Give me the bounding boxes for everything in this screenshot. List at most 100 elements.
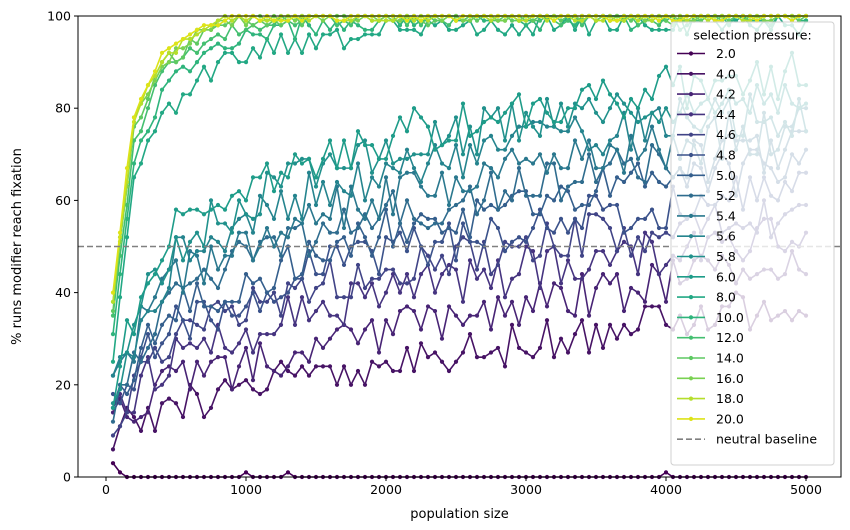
- y-axis-title: % runs modifier reach fixation: [10, 148, 25, 345]
- data-point: [516, 138, 522, 143]
- data-point: [299, 350, 305, 355]
- data-point: [593, 285, 599, 291]
- data-point: [201, 414, 207, 420]
- data-point: [194, 230, 200, 235]
- data-point: [467, 239, 473, 244]
- data-point: [320, 364, 326, 369]
- data-point: [355, 129, 361, 134]
- data-point: [537, 193, 543, 198]
- data-point: [635, 327, 641, 332]
- data-point: [523, 295, 529, 300]
- data-point: [264, 225, 270, 231]
- data-point: [152, 308, 158, 314]
- data-point: [348, 295, 354, 300]
- data-point: [243, 378, 249, 383]
- data-point: [257, 299, 263, 304]
- data-point: [313, 336, 319, 341]
- data-point: [152, 428, 158, 433]
- data-point: [488, 18, 494, 23]
- data-point: [187, 249, 193, 254]
- legend-label: 5.6: [716, 229, 736, 244]
- data-point: [425, 193, 431, 198]
- data-point: [656, 304, 662, 309]
- data-point: [558, 281, 564, 286]
- data-point: [418, 341, 424, 346]
- data-point: [432, 350, 438, 355]
- data-point: [656, 225, 662, 231]
- x-axis-title: population size: [410, 507, 509, 522]
- data-point: [243, 27, 249, 32]
- y-tick-label: 60: [55, 193, 71, 208]
- data-point: [264, 36, 270, 42]
- data-point: [285, 50, 291, 55]
- data-point: [460, 23, 466, 28]
- data-point: [348, 166, 354, 171]
- data-point: [390, 18, 396, 23]
- data-point: [166, 50, 172, 55]
- data-point: [299, 23, 305, 28]
- data-point: [110, 313, 116, 318]
- data-point: [663, 225, 669, 231]
- data-point: [467, 313, 473, 318]
- data-point: [551, 161, 557, 166]
- data-point: [516, 32, 522, 37]
- data-point: [299, 276, 305, 281]
- data-point: [600, 78, 606, 83]
- data-point: [383, 318, 389, 323]
- data-point: [292, 276, 298, 281]
- data-point: [285, 18, 291, 23]
- data-point: [432, 23, 438, 28]
- data-point: [565, 166, 571, 171]
- legend: selection pressure: 2.0 4.0 4.2 4.4 4.6 4.8 5.…: [670, 21, 835, 466]
- data-point: [145, 92, 151, 97]
- data-point: [145, 138, 151, 143]
- data-point: [656, 23, 662, 28]
- data-point: [327, 364, 333, 369]
- data-point: [453, 258, 459, 263]
- data-point: [271, 50, 277, 55]
- data-point: [593, 166, 599, 171]
- y-tick-label: 40: [55, 285, 71, 300]
- data-point: [614, 272, 620, 277]
- legend-marker: [688, 213, 694, 218]
- data-point: [215, 202, 221, 208]
- data-point: [600, 207, 606, 212]
- data-point: [236, 322, 242, 327]
- data-point: [173, 50, 179, 55]
- data-point: [397, 308, 403, 314]
- data-point: [663, 166, 669, 171]
- data-point: [306, 239, 312, 244]
- data-point: [292, 161, 298, 166]
- data-point: [222, 36, 228, 42]
- data-point: [306, 299, 312, 304]
- data-point: [278, 295, 284, 300]
- data-point: [334, 230, 340, 235]
- data-point: [271, 244, 277, 249]
- data-point: [642, 179, 648, 185]
- data-point: [152, 272, 158, 277]
- data-point: [383, 202, 389, 208]
- data-point: [250, 285, 256, 291]
- data-point: [194, 276, 200, 281]
- data-point: [586, 350, 592, 355]
- data-point: [439, 142, 445, 148]
- data-point: [117, 401, 123, 406]
- data-point: [166, 396, 172, 401]
- data-point: [446, 27, 452, 32]
- data-point: [208, 318, 214, 323]
- data-point: [208, 36, 214, 42]
- data-point: [362, 327, 368, 332]
- data-point: [285, 225, 291, 231]
- data-point: [355, 207, 361, 212]
- data-point: [523, 244, 529, 249]
- data-point: [460, 322, 466, 327]
- data-point: [138, 345, 144, 351]
- data-point: [306, 156, 312, 162]
- data-point: [565, 106, 571, 111]
- data-point: [425, 216, 431, 221]
- data-point: [488, 170, 494, 175]
- data-point: [621, 230, 627, 235]
- data-point: [432, 147, 438, 152]
- data-point: [215, 23, 221, 28]
